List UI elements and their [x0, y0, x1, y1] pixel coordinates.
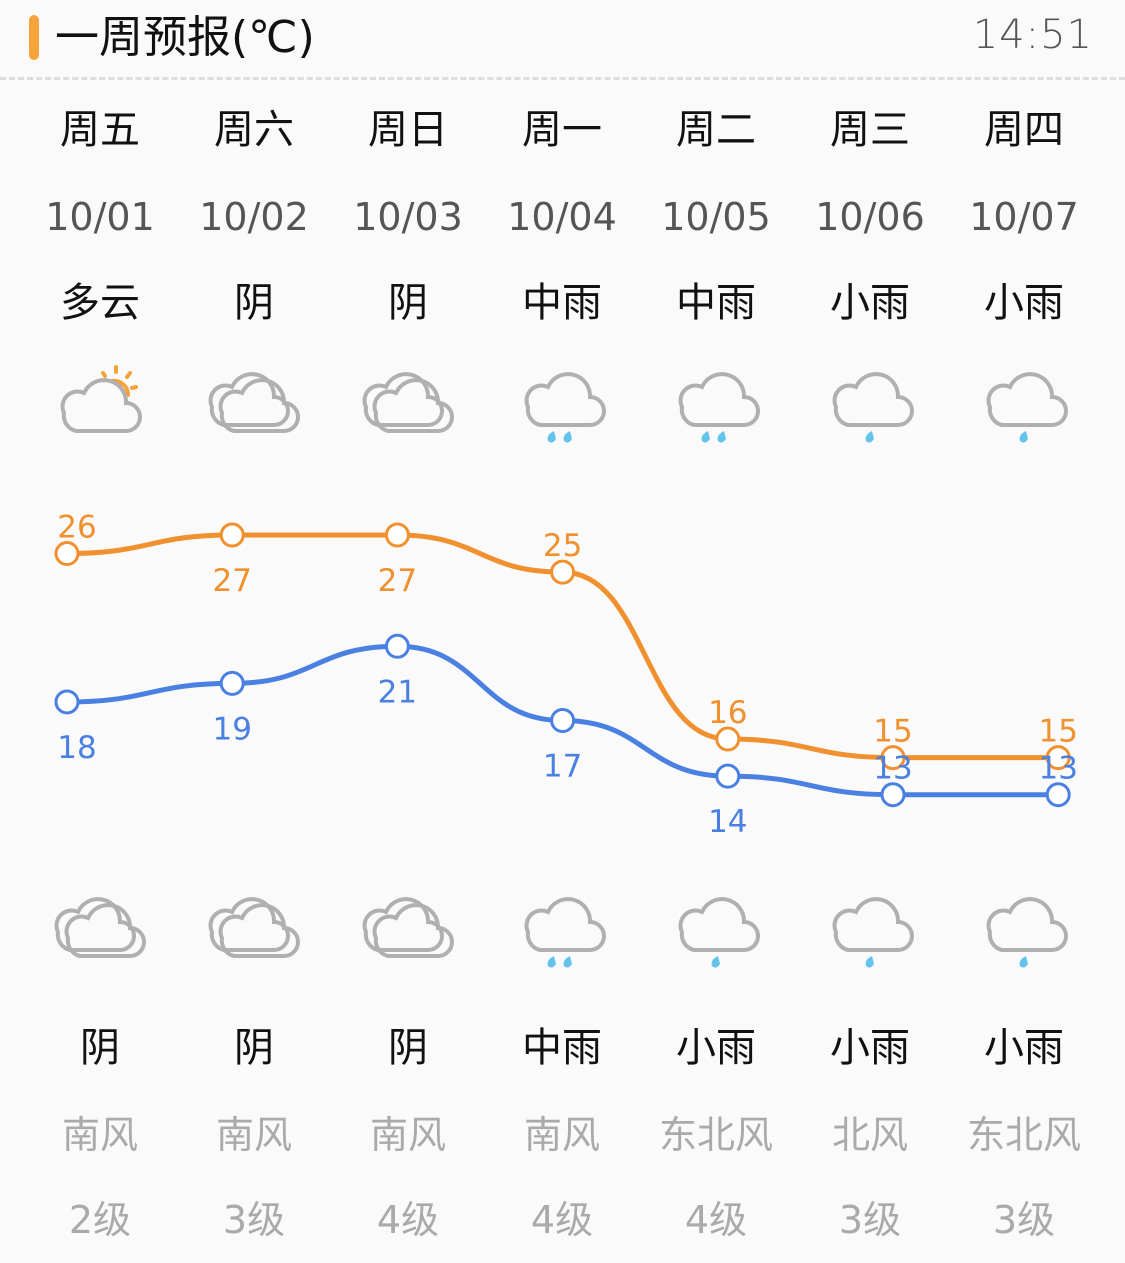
high-temp-point: [1045, 745, 1071, 771]
date-label: 10/03: [353, 195, 463, 239]
low-temp-point: [1045, 782, 1071, 808]
night-weather-label: 小雨: [676, 1025, 756, 1071]
day-weather-label: 多云: [60, 280, 140, 326]
high-temp-point: [550, 559, 576, 585]
low-temp-point: [715, 763, 741, 789]
day-weather-label: 中雨: [676, 280, 756, 326]
day-weather-label: 小雨: [830, 280, 910, 326]
day-weather-label: 小雨: [984, 280, 1064, 326]
night-weather-label: 小雨: [984, 1025, 1064, 1071]
light-rain-icon: [820, 880, 920, 970]
day-label: 周六: [214, 107, 294, 153]
date-label: 10/04: [507, 195, 617, 239]
low-temp-label: 18: [57, 730, 96, 766]
overcast-icon: [204, 355, 304, 445]
high-temp-point: [384, 522, 410, 548]
low-temp-point: [219, 670, 245, 696]
wind-label: 南风: [369, 1113, 446, 1157]
low-temp-label: 13: [1038, 751, 1077, 787]
day-label: 周五: [60, 107, 140, 153]
night-weather-label: 阴: [388, 1025, 428, 1071]
moderate-rain-icon: [512, 355, 612, 445]
high-temp-label: 25: [543, 528, 582, 564]
low-temp-label: 13: [873, 751, 912, 787]
high-temp-label: 26: [57, 510, 96, 546]
high-temp-label: 27: [378, 563, 417, 599]
wind-label: 东北风: [658, 1113, 773, 1157]
date-label: 10/01: [45, 195, 155, 239]
high-temp-point: [54, 541, 80, 567]
level-label: 3级: [222, 1198, 286, 1242]
overcast-icon: [358, 880, 458, 970]
level-label: 3级: [838, 1198, 902, 1242]
night-weather-label: 中雨: [522, 1025, 602, 1071]
high-temp-label: 15: [1038, 714, 1077, 750]
low-temp-label: 14: [708, 804, 747, 840]
day-label: 周四: [984, 107, 1064, 153]
page-title: 一周预报(℃): [55, 12, 315, 63]
light-rain-icon: [974, 355, 1074, 445]
low-temp-point: [550, 708, 576, 733]
temperature-chart: 26 27 27 25 16 15 15 18 19 21 17 14 13 13: [54, 510, 1078, 840]
moderate-rain-icon: [666, 355, 766, 445]
clock: 14:51: [972, 12, 1093, 58]
overcast-icon: [358, 355, 458, 445]
high-temp-label: 16: [708, 695, 747, 731]
level-label: 4级: [530, 1198, 594, 1242]
partly-cloudy-icon: [50, 355, 150, 445]
divider: [0, 77, 1125, 80]
day-weather-label: 中雨: [522, 280, 602, 326]
day-label: 周日: [368, 107, 448, 153]
day-weather-label: 阴: [388, 280, 428, 326]
high-temp-label: 15: [873, 714, 912, 750]
night-weather-label: 阴: [234, 1025, 274, 1071]
overcast-icon: [50, 880, 150, 970]
date-label: 10/07: [969, 195, 1079, 239]
date-label: 10/06: [815, 195, 925, 239]
high-temp-point: [715, 726, 741, 752]
moderate-rain-icon: [512, 880, 612, 970]
low-temp-point: [384, 633, 410, 659]
day-label: 周三: [830, 107, 910, 153]
low-temp-label: 19: [212, 711, 251, 747]
night-weather-label: 小雨: [830, 1025, 910, 1071]
low-temp-point: [54, 689, 80, 715]
light-rain-icon: [666, 880, 766, 970]
day-weather-label: 阴: [234, 280, 274, 326]
day-label: 周二: [676, 107, 756, 153]
level-label: 3级: [992, 1198, 1056, 1242]
low-temp-label: 17: [543, 749, 582, 785]
low-temp-point: [880, 782, 906, 808]
wind-label: 南风: [61, 1113, 138, 1157]
high-temp-label: 27: [212, 563, 251, 599]
wind-label: 南风: [523, 1113, 600, 1157]
low-temp-label: 21: [378, 674, 417, 710]
wind-label: 东北风: [966, 1113, 1081, 1157]
date-label: 10/02: [199, 195, 309, 239]
day-label: 周一: [522, 107, 602, 153]
level-label: 2级: [68, 1198, 132, 1242]
light-rain-icon: [974, 880, 1074, 970]
wind-label: 南风: [215, 1113, 292, 1157]
level-label: 4级: [376, 1198, 440, 1242]
high-temp-point: [880, 745, 906, 771]
high-temp-point: [219, 522, 245, 548]
level-label: 4级: [684, 1198, 748, 1242]
night-weather-label: 阴: [80, 1025, 120, 1071]
wind-label: 北风: [831, 1113, 908, 1157]
date-label: 10/05: [661, 195, 771, 239]
light-rain-icon: [820, 355, 920, 445]
title-accent-bar: [29, 15, 39, 60]
overcast-icon: [204, 880, 304, 970]
